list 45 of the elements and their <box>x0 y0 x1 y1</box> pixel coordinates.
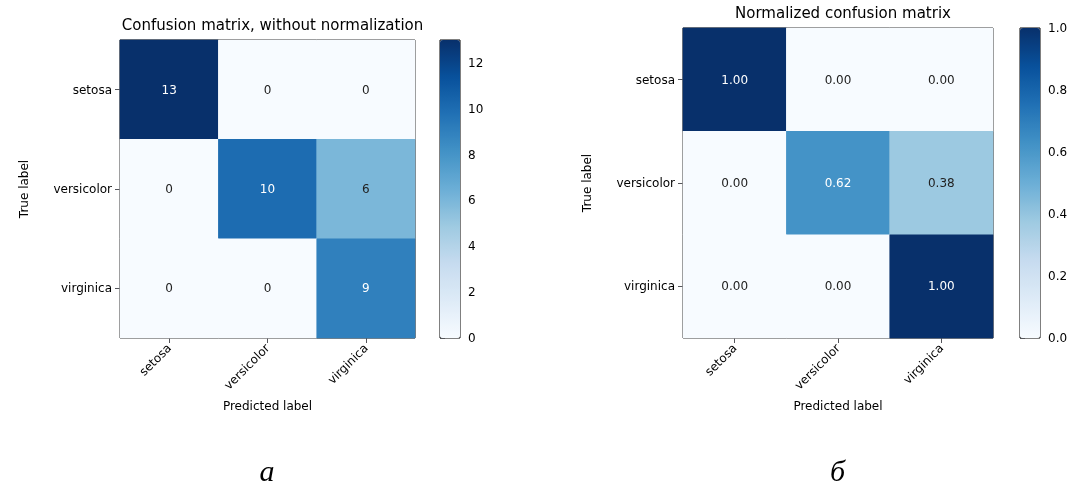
color-bar-label: 0.6 <box>1048 145 1068 159</box>
data-label: 0.00 <box>721 176 749 190</box>
data-label: 1.00 <box>721 72 749 87</box>
data-label: 0 <box>165 281 173 296</box>
data-label: 0.38 <box>927 176 955 190</box>
data-label: 9 <box>362 281 370 296</box>
color-bar-label: 10 <box>468 101 484 116</box>
y-tick-label: setosa <box>635 72 675 87</box>
data-label: 0.00 <box>721 279 749 294</box>
chart-title: Normalized confusion matrix <box>735 3 952 22</box>
y-tick-label: virginica <box>61 281 112 296</box>
data-label: 0 <box>362 82 370 97</box>
color-bar-label: 4 <box>468 239 476 254</box>
data-label: 0 <box>263 82 272 97</box>
color-bar-label: 12 <box>468 55 484 70</box>
data-label: 0.00 <box>824 72 852 87</box>
data-label: 13 <box>161 82 177 97</box>
data-label: 0 <box>165 182 173 196</box>
data-label: 0.00 <box>927 72 955 87</box>
y-axis-title: True label <box>17 159 31 220</box>
data-label: 0 <box>263 281 272 296</box>
color-bar-label: 0.0 <box>1048 331 1068 345</box>
data-label: 1.00 <box>927 279 955 294</box>
text: б <box>830 453 846 487</box>
color-bar-label: 0.2 <box>1048 269 1068 283</box>
y-tick-label: setosa <box>72 82 112 97</box>
data-label: 10 <box>259 182 276 196</box>
data-label: 0.00 <box>824 279 852 294</box>
color-bar-label: 1.0 <box>1048 21 1068 35</box>
color-bar-label: 8 <box>468 147 476 162</box>
color-bar-label: 6 <box>468 193 476 208</box>
x-axis-title: Predicted label <box>222 399 313 413</box>
y-axis-title: True label <box>580 153 594 214</box>
color-bar-label: 0.4 <box>1048 207 1068 221</box>
y-tick-label: versicolor <box>616 176 676 190</box>
text: а <box>259 453 275 487</box>
data-label: 6 <box>362 182 370 196</box>
data-label: 0.62 <box>824 176 852 190</box>
y-tick-label: virginica <box>624 279 675 294</box>
color-bar-label: 0.8 <box>1048 83 1068 97</box>
x-axis-title: Predicted label <box>793 399 883 413</box>
y-tick-label: versicolor <box>53 182 113 196</box>
color-bar-label: 0 <box>468 331 476 345</box>
color-bar-label: 2 <box>468 285 476 300</box>
chart-title: Confusion matrix, without normalization <box>121 15 424 34</box>
